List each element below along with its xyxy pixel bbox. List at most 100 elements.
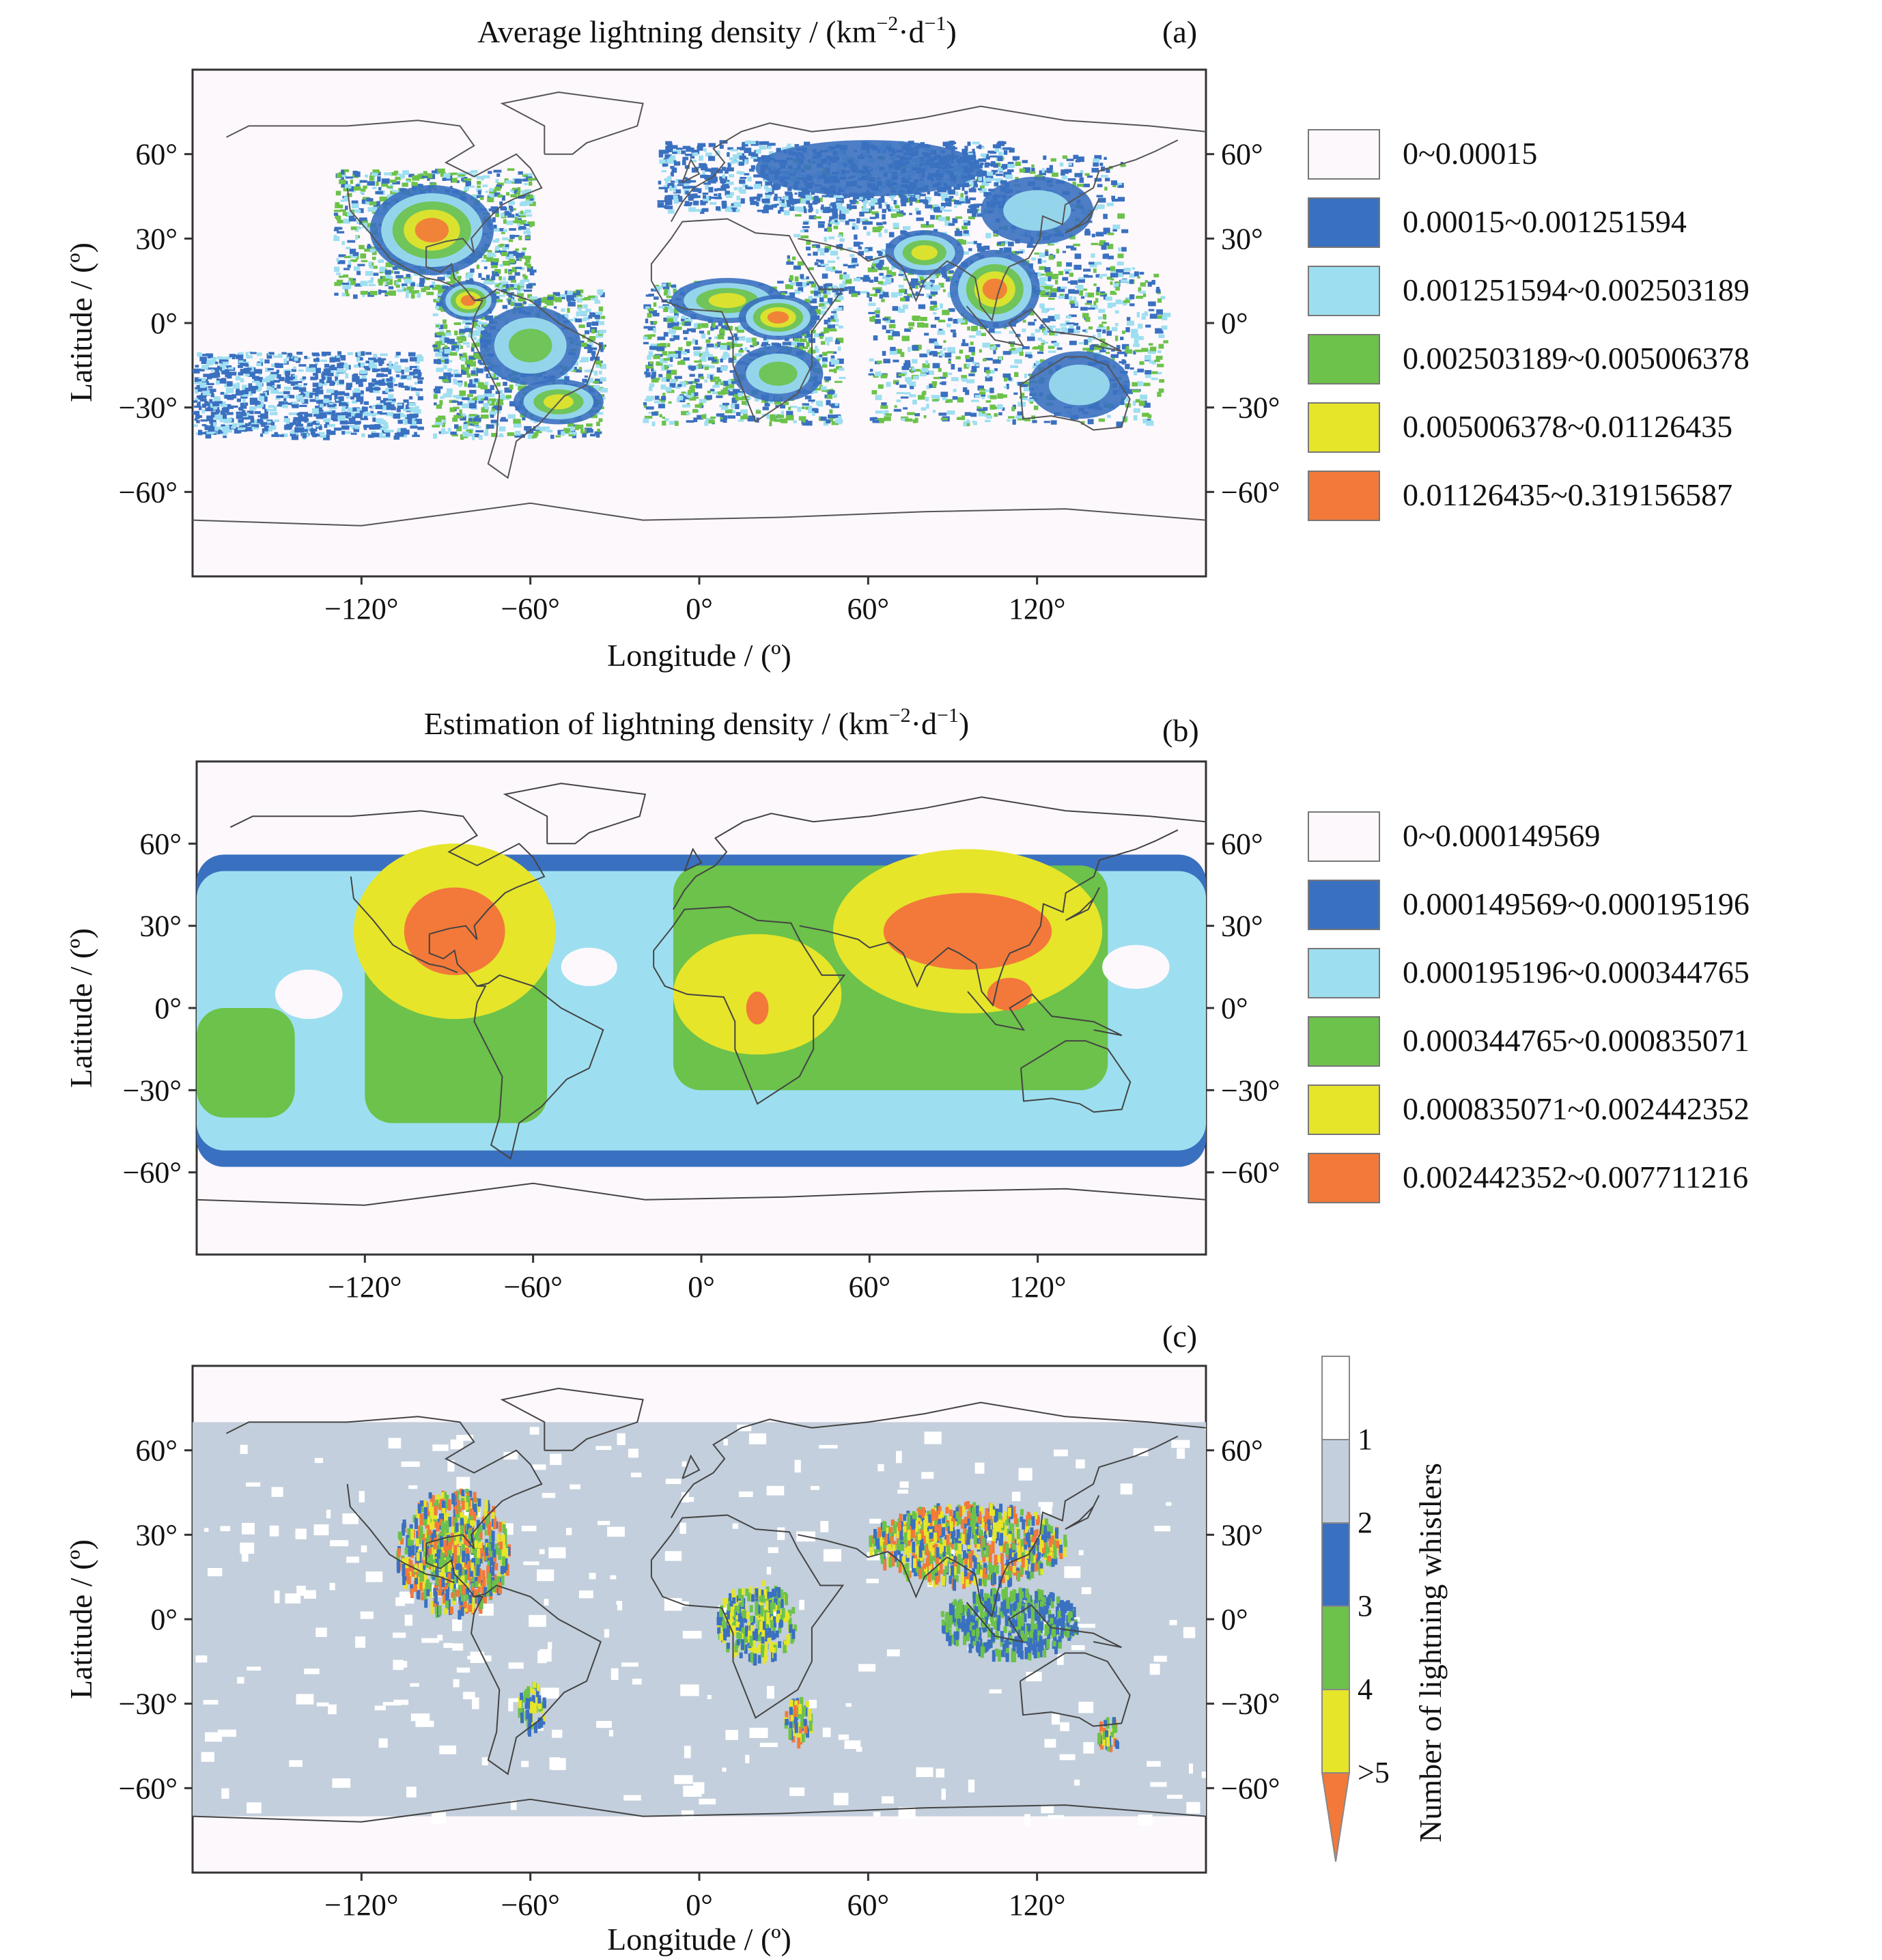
density-cell — [430, 285, 434, 288]
density-cell — [434, 421, 443, 425]
density-cell — [438, 324, 443, 330]
density-cell — [353, 294, 358, 299]
density-cell — [974, 395, 981, 398]
density-cell — [1046, 167, 1053, 173]
density-cell — [809, 281, 815, 284]
density-cell — [353, 428, 359, 432]
density-cell — [1067, 281, 1073, 283]
density-cell — [864, 249, 869, 251]
density-cell — [931, 294, 936, 297]
density-cell — [653, 321, 658, 324]
density-cell — [651, 421, 656, 427]
density-cell — [832, 324, 839, 326]
density-cell — [595, 365, 600, 368]
density-cell — [386, 378, 393, 382]
density-cell — [945, 277, 951, 282]
density-cell — [376, 375, 383, 378]
density-cell — [204, 401, 209, 406]
density-cell — [1103, 214, 1108, 219]
density-cell — [901, 418, 908, 421]
density-cell — [1121, 331, 1125, 334]
density-cell — [403, 277, 411, 280]
density-cell — [833, 216, 838, 221]
density-cell — [1077, 285, 1084, 290]
density-cell — [594, 431, 602, 434]
density-cell — [488, 250, 492, 253]
density-cell — [821, 386, 827, 391]
density-cell — [572, 295, 576, 298]
density-cell — [656, 289, 660, 294]
density-cell — [484, 407, 490, 410]
density-cell — [671, 335, 675, 338]
density-cell — [193, 368, 200, 374]
density-cell — [817, 244, 821, 249]
density-cell — [931, 395, 936, 399]
density-cell — [1079, 290, 1084, 296]
density-cell — [346, 386, 352, 391]
density-cell — [460, 346, 464, 349]
density-cell — [694, 360, 702, 363]
density-cell — [1157, 363, 1164, 367]
density-cell — [694, 323, 698, 328]
density-cell — [315, 423, 319, 428]
density-cell — [475, 425, 481, 429]
density-cell — [1059, 294, 1064, 296]
density-cell — [662, 286, 670, 290]
density-cell — [1107, 303, 1112, 309]
density-cell — [495, 213, 499, 217]
density-cell — [852, 257, 858, 263]
density-cell — [335, 202, 340, 206]
density-cell — [516, 258, 520, 261]
density-cell — [369, 290, 378, 296]
density-cell — [493, 225, 497, 229]
density-cell — [972, 180, 978, 186]
density-cell — [393, 170, 399, 176]
density-cell — [786, 410, 793, 415]
density-cell — [437, 168, 445, 173]
density-cell — [1067, 328, 1074, 333]
density-cell — [992, 406, 998, 410]
density-cell — [831, 311, 837, 313]
density-cell — [397, 412, 404, 415]
density-cell — [922, 323, 929, 328]
density-cell — [934, 316, 940, 320]
density-cell — [722, 417, 727, 423]
density-cell — [666, 282, 671, 288]
density-cell — [997, 393, 1003, 399]
density-cell — [1065, 328, 1068, 333]
density-cell — [345, 206, 348, 210]
density-cell — [869, 279, 874, 283]
density-cell — [1117, 213, 1125, 219]
density-cell — [962, 387, 968, 393]
density-cell — [719, 343, 728, 346]
density-cell — [796, 281, 802, 287]
density-cell — [933, 204, 939, 207]
density-cell — [508, 239, 514, 242]
density-cell — [249, 390, 253, 396]
density-cell — [666, 296, 673, 298]
density-cell — [963, 251, 969, 255]
density-cell — [579, 311, 588, 316]
density-cell — [360, 191, 365, 194]
density-cell — [585, 309, 591, 313]
density-cell — [1114, 323, 1119, 326]
density-cell — [515, 248, 519, 251]
density-cell — [331, 364, 335, 369]
density-cell — [335, 355, 338, 361]
density-cell — [729, 384, 735, 389]
density-cell — [392, 266, 398, 270]
density-cell — [880, 405, 888, 409]
density-cell — [352, 407, 360, 412]
density-cell — [647, 355, 652, 360]
density-cell — [1042, 318, 1050, 323]
density-cell — [851, 293, 858, 297]
density-cell — [885, 320, 893, 323]
density-cell — [546, 430, 553, 433]
density-cell — [486, 424, 494, 429]
density-cell — [1022, 381, 1030, 387]
density-cell — [1041, 308, 1048, 313]
density-cell — [666, 316, 673, 318]
density-cell — [595, 334, 604, 338]
density-cell — [1064, 269, 1072, 272]
